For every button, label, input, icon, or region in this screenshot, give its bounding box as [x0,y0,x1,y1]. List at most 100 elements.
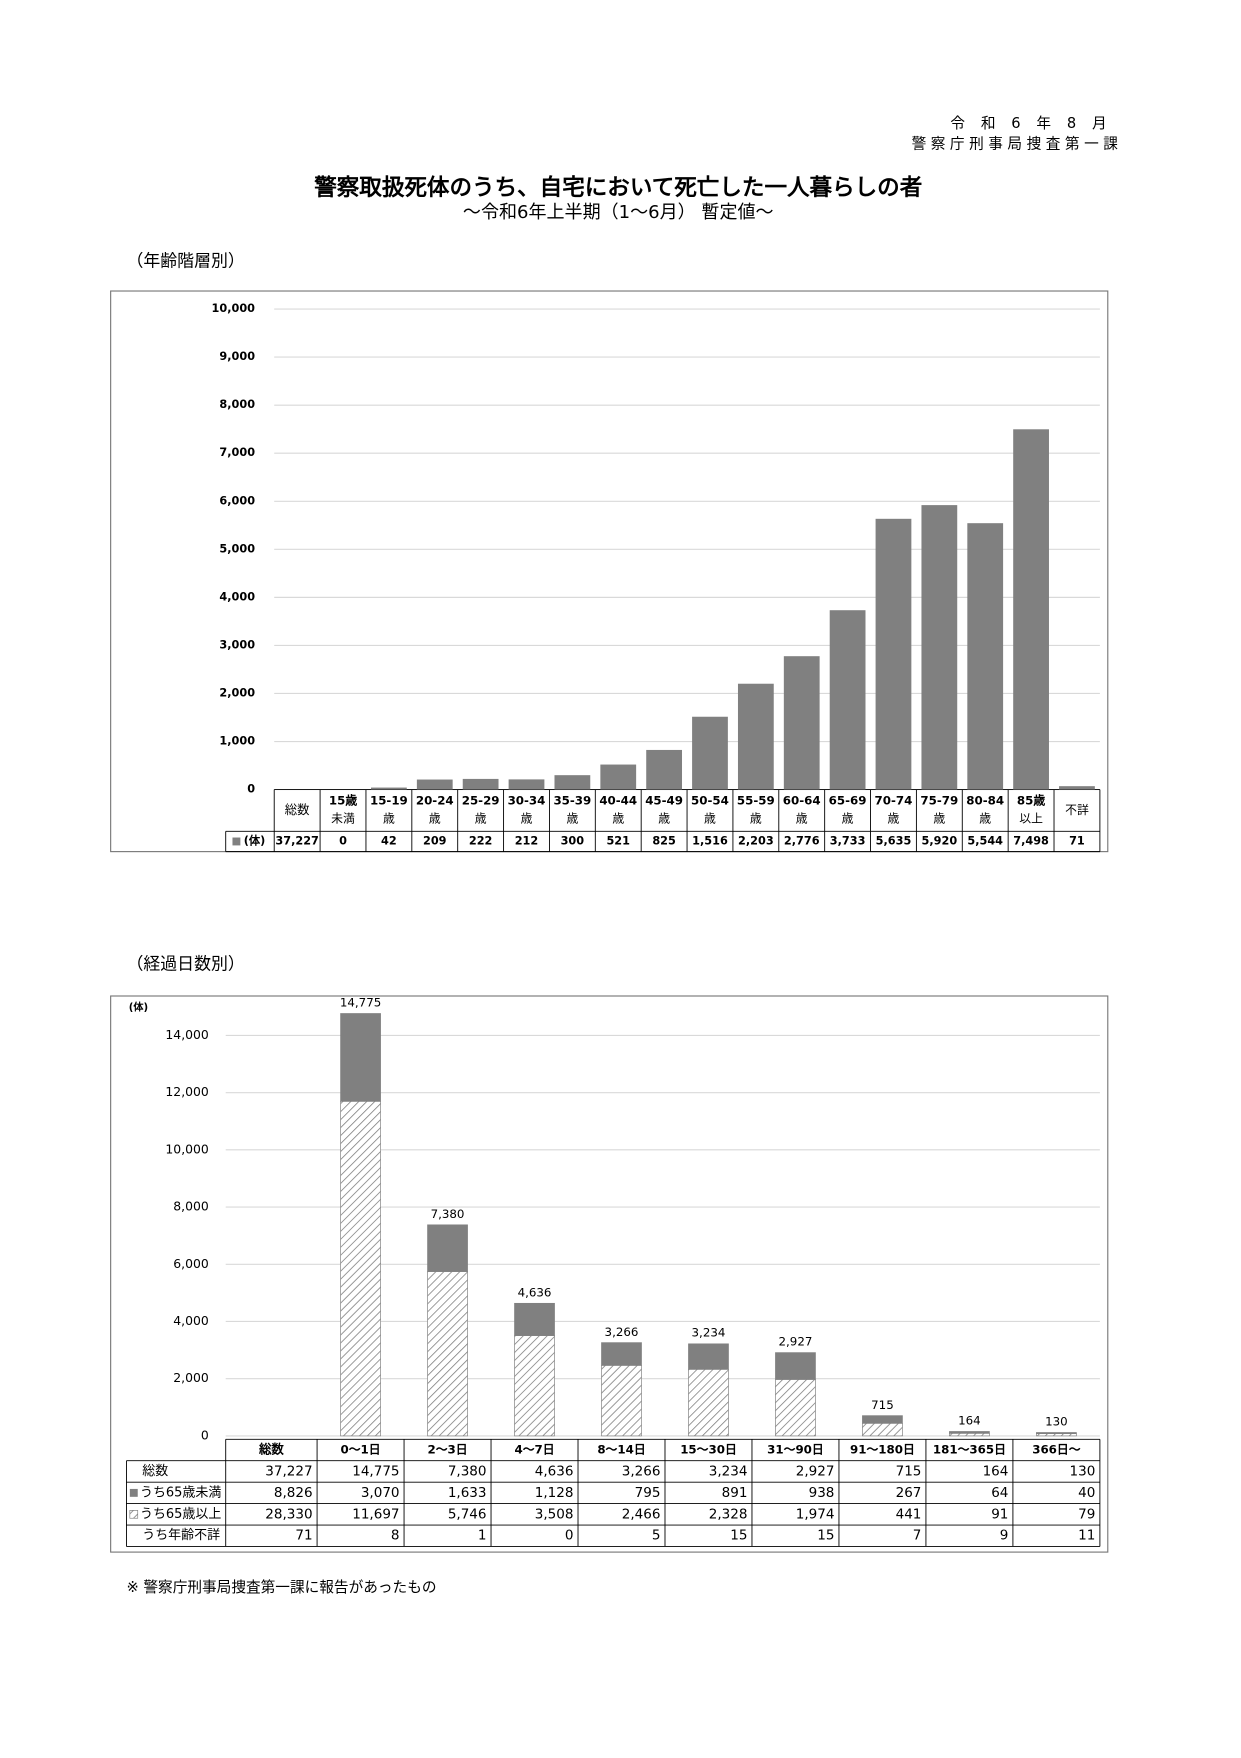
table-value: 3,070 [361,1485,400,1501]
table-value: 130 [1070,1463,1096,1479]
bar [462,778,499,790]
table-value: 7,380 [448,1463,487,1479]
chart-frame [110,995,1109,1553]
x-tick-label: 40-44 [599,793,637,807]
x-tick-label: 歳 [612,811,624,825]
x-tick-label: 181～365日 [933,1443,1006,1457]
y-tick-label: 1,000 [219,735,255,748]
note: ※ 警察庁刑事局捜査第一課に報告があったもの [126,1579,436,1596]
table-value: 222 [469,834,493,847]
y-tick-label: 8,000 [173,1199,209,1214]
section-label: （経過日数別） [126,953,244,973]
x-tick-label: 歳 [933,811,945,825]
bar [967,523,1004,790]
bar [1013,429,1049,790]
table-value: 2,203 [738,834,774,847]
bar-segment [949,1432,990,1437]
y-tick-label: 2,000 [219,686,255,699]
table-value: 5,544 [967,834,1003,847]
y-tick-label: 9,000 [219,350,255,363]
date: 令和6年8月 [950,115,1122,132]
table-value: 0 [565,1528,574,1544]
x-tick-label: 15-19 [370,793,408,807]
bar-segment [862,1422,903,1437]
table-value: 300 [561,834,585,847]
bar-segment [688,1368,729,1437]
x-tick-label: 91～180日 [850,1443,915,1457]
table-value: 2,328 [709,1506,748,1522]
table-value: 3,508 [535,1506,574,1522]
legend-swatch [129,1510,139,1519]
table-value: 40 [1078,1485,1095,1501]
y-tick-label: 7,000 [219,446,255,459]
x-tick-label: 20-24 [416,793,454,807]
department: 警察庁刑事局捜査第一課 [912,135,1123,152]
table-value: 212 [515,834,539,847]
row-heading: うち65歳以上 [140,1507,221,1522]
table-value: 164 [983,1463,1009,1479]
table-value: 209 [423,834,447,847]
table-value: 11 [1078,1528,1095,1544]
table-value: 1,516 [692,834,728,847]
table-value: 37,227 [275,834,318,847]
x-tick-label: 65-69 [829,793,867,807]
table-value: 64 [991,1485,1008,1501]
table-value: 3,266 [622,1463,661,1479]
table-value: 8 [391,1528,400,1544]
x-tick-label: 70-74 [875,793,913,807]
x-tick-label: 不詳 [1065,803,1089,817]
x-tick-label: 歳 [475,811,487,825]
table-value: 5 [652,1528,661,1544]
x-tick-label: 366日～ [1032,1443,1081,1457]
bar [692,716,728,790]
x-tick-label: 歳 [383,811,395,825]
x-tick-label: 35-39 [553,793,591,807]
table-value: 938 [809,1485,835,1501]
table-value: 42 [381,834,397,847]
table-value: 2,776 [784,834,820,847]
table-value: 795 [635,1485,661,1501]
table-value: 15 [730,1528,747,1544]
table-value: 14,775 [352,1463,399,1479]
table-value: 715 [896,1463,922,1479]
table-value: 1 [478,1528,487,1544]
y-tick-label: 3,000 [219,638,255,651]
table-value: 71 [295,1528,312,1544]
table-value: 0 [339,834,347,847]
row-heading: うち年齢不詳 [142,1527,220,1543]
y-tick-label: 4,000 [219,590,255,603]
x-tick-label: 歳 [566,811,578,825]
y-tick-label: 14,000 [165,1027,208,1042]
bar-segment [775,1352,816,1380]
bar [554,775,591,790]
data-label: 2,927 [779,1335,813,1349]
table-value: 7,498 [1013,834,1049,847]
table-value: 891 [722,1485,748,1501]
x-tick-label: 15歳 [329,793,357,807]
x-tick-label: 85歳 [1017,793,1045,807]
table-value: 1,128 [535,1485,574,1501]
table-value: 5,635 [876,834,912,847]
x-tick-label: 80-84 [966,793,1004,807]
y-tick-label: 5,000 [219,542,255,555]
x-tick-label: 31～90日 [767,1443,824,1457]
bar-segment [427,1224,468,1272]
table-value: 3,733 [830,834,866,847]
x-tick-label: 2～3日 [427,1443,467,1457]
column-heading: 総数 [285,802,310,817]
x-tick-label: 8～14日 [597,1443,645,1457]
y-tick-label: 6,000 [173,1256,209,1271]
y-tick-label: 10,000 [165,1141,208,1156]
table-value: 11,697 [352,1506,399,1522]
table-value: 8,826 [274,1485,313,1501]
title: 警察取扱死体のうち、自宅において死亡した一人暮らしの者 [314,174,922,201]
x-tick-label: 45-49 [645,793,683,807]
bar [829,610,866,790]
section-label: （年齢階層別） [126,251,244,271]
x-tick-label: 歳 [750,811,762,825]
x-tick-label: 75-79 [920,793,958,807]
row-heading: うち65歳未満 [140,1485,221,1500]
x-tick-label: 歳 [521,811,533,825]
